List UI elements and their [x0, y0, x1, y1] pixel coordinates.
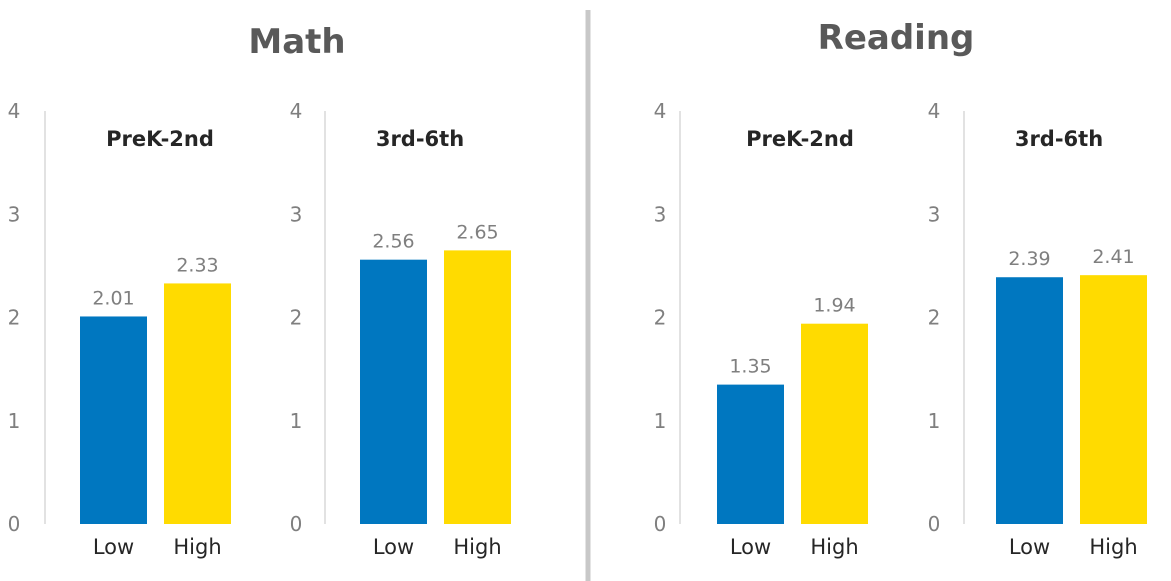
y-tick-label: 0	[8, 512, 21, 536]
section-title-reading: Reading	[818, 18, 975, 58]
panel-title: PreK-2nd	[106, 127, 214, 151]
y-tick-label: 1	[928, 409, 941, 433]
bar-high	[1080, 275, 1147, 524]
chart-panel: 0 1 2 3 4 PreK-2nd 1.35 Low 1.94 High	[654, 99, 868, 559]
data-label: 2.01	[92, 287, 134, 309]
data-label: 2.39	[1008, 248, 1050, 270]
chart-panel: 0 1 2 3 4 3rd-6th 2.56 Low 2.65 High	[290, 99, 511, 559]
y-tick-label: 1	[654, 409, 667, 433]
y-tick-label: 3	[654, 202, 667, 226]
panel-title: 3rd-6th	[376, 127, 464, 151]
y-tick-label: 2	[290, 306, 303, 330]
category-label: High	[173, 535, 221, 559]
chart-panel: 0 1 2 3 4 3rd-6th 2.39 Low 2.41 High	[928, 99, 1147, 559]
bar-low	[717, 384, 784, 524]
data-label: 2.33	[176, 254, 218, 276]
section-title-math: Math	[248, 22, 345, 62]
category-label: Low	[373, 535, 414, 559]
y-tick-label: 2	[928, 306, 941, 330]
bar-high	[164, 283, 231, 524]
panel-title: 3rd-6th	[1015, 127, 1103, 151]
chart-panel: 0 1 2 3 4 PreK-2nd 2.01 Low 2.33 High	[8, 99, 231, 559]
bar-high	[444, 250, 511, 524]
y-tick-label: 3	[8, 202, 21, 226]
category-label: High	[810, 535, 858, 559]
category-label: Low	[93, 535, 134, 559]
panel-title: PreK-2nd	[746, 127, 854, 151]
y-tick-label: 4	[290, 99, 303, 123]
data-label: 2.41	[1092, 246, 1134, 268]
y-tick-label: 0	[654, 512, 667, 536]
y-tick-label: 0	[928, 512, 941, 536]
y-tick-label: 2	[654, 306, 667, 330]
y-tick-label: 4	[8, 99, 21, 123]
chart-panels: 0 1 2 3 4 PreK-2nd 2.01 Low 2.33 High 0 1 2 3 4 3rd-6th…	[8, 99, 1147, 559]
y-tick-label: 2	[8, 306, 21, 330]
category-label: High	[1089, 535, 1137, 559]
bar-low	[80, 316, 147, 524]
bar-low	[996, 277, 1063, 524]
y-tick-label: 4	[928, 99, 941, 123]
y-tick-label: 1	[8, 409, 21, 433]
data-label: 1.94	[813, 295, 855, 317]
bar-high	[801, 323, 868, 524]
y-tick-label: 4	[654, 99, 667, 123]
category-label: Low	[730, 535, 771, 559]
y-tick-label: 1	[290, 409, 303, 433]
category-label: High	[453, 535, 501, 559]
y-tick-label: 3	[928, 202, 941, 226]
data-label: 2.65	[456, 221, 498, 243]
y-tick-label: 0	[290, 512, 303, 536]
category-label: Low	[1009, 535, 1050, 559]
y-tick-label: 3	[290, 202, 303, 226]
data-label: 1.35	[729, 356, 771, 378]
data-label: 2.56	[372, 231, 414, 253]
bar-low	[360, 259, 427, 524]
